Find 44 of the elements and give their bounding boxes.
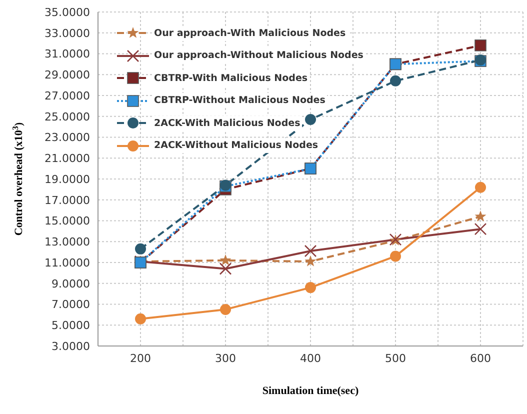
x-axis-title: Simulation time(sec) — [262, 385, 359, 397]
point — [304, 255, 316, 266]
y-tick-label: 29.0000 — [44, 68, 90, 82]
point — [220, 254, 232, 266]
point — [475, 182, 486, 193]
y-tick-label: 9.0000 — [52, 277, 90, 290]
point — [474, 222, 487, 236]
y-tick-label: 5.0000 — [52, 319, 90, 332]
y-tick-label: 7.0000 — [52, 298, 90, 312]
point — [304, 244, 317, 258]
legend-label: Our approach-With Malicious Nodes — [152, 26, 348, 41]
x-tick-label: 600 — [470, 352, 491, 365]
y-tick-label: 23.0000 — [44, 131, 90, 144]
x-tick-label: 200 — [130, 352, 151, 365]
legend-label: 2ACK-Without Malicious Nodes — [152, 138, 320, 154]
legend-label: CBTRP-With Malicious Nodes — [152, 70, 310, 86]
y-tick-label: 19.0000 — [44, 172, 90, 186]
legend-label: CBTRP-Without Malicious Nodes — [152, 93, 328, 108]
y-tick-label: 35.0000 — [44, 6, 90, 19]
point — [220, 304, 231, 315]
point — [390, 250, 401, 262]
y-tick-label: 21.0000 — [44, 152, 90, 166]
point — [474, 40, 486, 52]
y-tick-label: 25.0000 — [44, 110, 90, 124]
point — [474, 210, 486, 222]
point — [390, 75, 401, 86]
y-tick-label: 27.0000 — [44, 89, 90, 102]
legend-label: 2ACK-With Malicious Nodes — [152, 116, 302, 131]
point — [135, 243, 146, 254]
x-tick-label: 500 — [385, 352, 406, 365]
y-tick-label: 33.0000 — [44, 26, 90, 40]
y-tick-label: 31.0000 — [44, 48, 90, 61]
point — [219, 262, 232, 275]
point — [135, 313, 146, 324]
point — [305, 114, 316, 126]
point — [305, 282, 316, 294]
y-tick-label: 3.0000 — [52, 340, 90, 353]
y-tick-label: 15.0000 — [44, 214, 90, 228]
y-tick-label: 17.0000 — [44, 194, 90, 207]
y-tick-label: 13.0000 — [44, 236, 90, 249]
x-tick-label: 300 — [215, 352, 236, 365]
y-tick-label: 11.0000 — [44, 256, 90, 270]
legend-label: Our approach-Without Malicious Nodes — [152, 48, 366, 64]
x-tick-label: 400 — [300, 352, 321, 365]
